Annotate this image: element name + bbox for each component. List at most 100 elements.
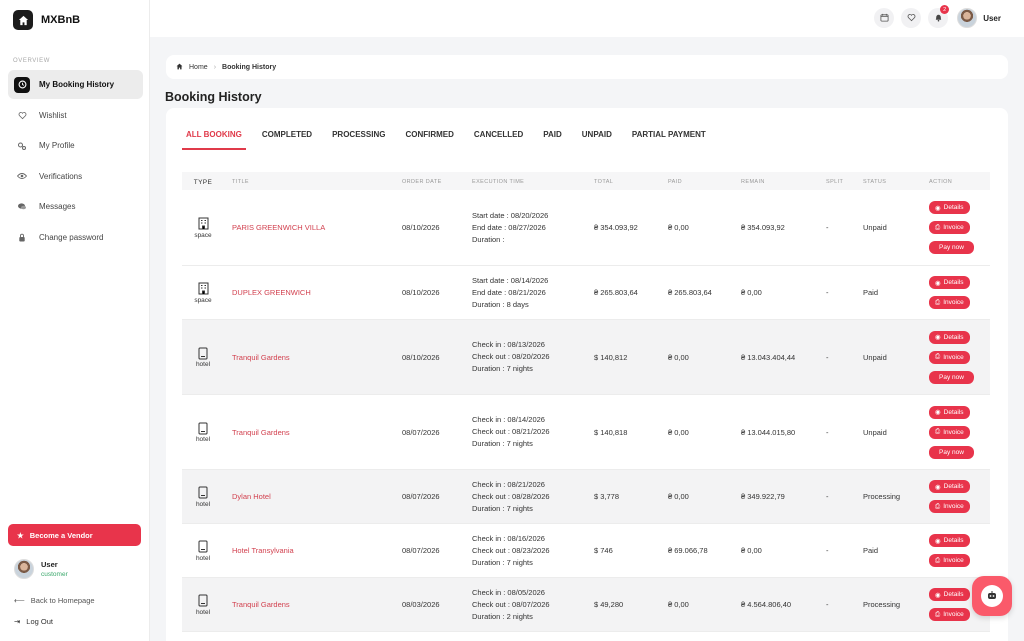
print-icon: ⎙ xyxy=(935,428,941,435)
remain-value: ₴ 4.564.806,40 xyxy=(741,600,792,609)
details-button[interactable]: ◉ Details xyxy=(929,534,970,547)
paid-value: ₴ 0,00 xyxy=(668,600,689,609)
tab-completed[interactable]: COMPLETED xyxy=(261,130,313,139)
action-cell: ◉ Details ⎙ Invoice xyxy=(929,276,990,309)
column-header: SPLIT xyxy=(826,179,844,185)
sidebar-item-wishlist[interactable]: Wishlist xyxy=(8,101,143,130)
pay-now-button[interactable]: Pay now xyxy=(929,445,974,459)
tab-cancelled[interactable]: CANCELLED xyxy=(473,130,524,139)
invoice-label: Invoice xyxy=(943,428,964,436)
invoice-button[interactable]: ⎙ Invoice xyxy=(929,500,970,513)
status-value: Unpaid xyxy=(863,352,887,362)
split-value: - xyxy=(826,427,829,437)
brand[interactable]: MXBnB xyxy=(13,10,80,30)
exec-line: Start date : 08/14/2026 xyxy=(472,275,549,285)
tab-processing[interactable]: PROCESSING xyxy=(332,130,386,139)
exec-line: Check out : 08/28/2026 xyxy=(472,491,550,501)
column-header: PAID xyxy=(668,179,683,185)
invoice-button[interactable]: ⎙ Invoice xyxy=(929,296,970,309)
invoice-button[interactable]: ⎙ Invoice xyxy=(929,221,970,234)
invoice-label: Invoice xyxy=(943,224,964,231)
details-button[interactable]: ◉ Details xyxy=(929,330,970,344)
paid-value: ₴ 0,00 xyxy=(668,223,689,232)
execution-time: Check in : 08/21/2026 Check out : 08/28/… xyxy=(472,479,594,515)
breadcrumb-home[interactable]: Home xyxy=(189,63,208,71)
remain-value: ₴ 13.044.015,80 xyxy=(741,427,796,437)
details-button[interactable]: ◉ Details xyxy=(929,588,970,601)
arrow-left-icon: ⟵ xyxy=(14,596,25,605)
table-row: hotel Hotel Transylvania 08/07/2026 Chec… xyxy=(182,524,990,578)
exec-line: Check in : 08/13/2026 xyxy=(472,340,545,349)
details-label: Details xyxy=(943,408,964,416)
logout-link[interactable]: ⇥ Log Out xyxy=(14,617,53,626)
sidebar-item-verifications[interactable]: Verifications xyxy=(8,162,143,191)
total-value: ₴ 354.093,92 xyxy=(594,223,638,232)
chat-bot-icon xyxy=(981,585,1003,607)
table-row: hotel Tranquil Gardens 08/03/2026 Check … xyxy=(182,578,990,632)
user-role: customer xyxy=(41,571,68,578)
order-date: 08/10/2026 xyxy=(402,352,440,362)
booking-title-link[interactable]: DUPLEX GREENWICH xyxy=(232,288,311,297)
top-user-name: User xyxy=(983,13,1001,23)
become-vendor-button[interactable]: ★ Become a Vendor xyxy=(8,524,141,546)
tab-confirmed[interactable]: CONFIRMED xyxy=(405,130,454,139)
pay-now-label: Pay now xyxy=(939,448,964,456)
back-link-label: Back to Homepage xyxy=(30,596,95,605)
wishlist-button[interactable] xyxy=(901,8,922,28)
booking-title-link[interactable]: Tranquil Gardens xyxy=(232,600,290,609)
order-date: 08/03/2026 xyxy=(402,600,440,609)
sidebar-item-change-password[interactable]: Change password xyxy=(8,223,143,252)
user-menu[interactable]: User xyxy=(957,8,1001,28)
details-button[interactable]: ◉ Details xyxy=(929,201,970,214)
eye-icon: ◉ xyxy=(935,537,941,545)
booking-title-link[interactable]: Tranquil Gardens xyxy=(232,427,290,437)
user-card[interactable]: User customer xyxy=(8,552,141,586)
tab-all-booking[interactable]: ALL BOOKING xyxy=(182,130,246,150)
sidebar-item-label: Messages xyxy=(39,202,76,211)
invoice-button[interactable]: ⎙ Invoice xyxy=(929,425,970,439)
chat-widget-button[interactable] xyxy=(972,576,1012,616)
exec-line: Duration : 7 nights xyxy=(472,364,533,373)
details-label: Details xyxy=(943,279,964,286)
gears-icon xyxy=(14,138,30,154)
invoice-button[interactable]: ⎙ Invoice xyxy=(929,608,970,621)
bell-icon xyxy=(934,13,943,24)
heart-icon xyxy=(14,107,30,123)
print-icon: ⎙ xyxy=(935,502,941,510)
booking-title-link[interactable]: Hotel Transylvania xyxy=(232,546,294,555)
pay-now-button[interactable]: Pay now xyxy=(929,370,974,384)
tab-partial-payment[interactable]: PARTIAL PAYMENT xyxy=(631,130,706,139)
exec-line: Duration : 7 nights xyxy=(472,503,533,513)
invoice-button[interactable]: ⎙ Invoice xyxy=(929,350,970,364)
sidebar-item-booking-history[interactable]: My Booking History xyxy=(8,70,143,99)
details-button[interactable]: ◉ Details xyxy=(929,405,970,419)
pay-now-button[interactable]: Pay now xyxy=(929,241,974,254)
user-name: User xyxy=(41,560,58,569)
tab-paid[interactable]: PAID xyxy=(543,130,562,139)
home-icon xyxy=(13,10,33,30)
execution-time: Start date : 08/20/2026 End date : 08/27… xyxy=(472,210,594,246)
notifications-button[interactable]: 2 xyxy=(928,5,950,28)
breadcrumb-current: Booking History xyxy=(222,63,277,71)
execution-time: Start date : 08/14/2026 End date : 08/21… xyxy=(472,275,594,311)
booking-title-link[interactable]: PARIS GREENWICH VILLA xyxy=(232,223,326,232)
calendar-button[interactable] xyxy=(874,8,895,28)
back-to-homepage-link[interactable]: ⟵ Back to Homepage xyxy=(14,596,95,605)
sidebar-item-messages[interactable]: Messages xyxy=(8,192,143,221)
sidebar-item-label: Change password xyxy=(39,232,104,242)
invoice-button[interactable]: ⎙ Invoice xyxy=(929,554,970,567)
split-value: - xyxy=(826,352,829,362)
details-button[interactable]: ◉ Details xyxy=(929,480,970,493)
tab-unpaid[interactable]: UNPAID xyxy=(581,130,612,139)
topbar: 2 User xyxy=(150,0,1024,37)
building-icon xyxy=(196,217,210,231)
type-cell: space xyxy=(182,217,224,239)
details-button[interactable]: ◉ Details xyxy=(929,276,970,289)
pay-now-label: Pay now xyxy=(939,373,964,381)
split-value: - xyxy=(826,600,829,609)
booking-title-link[interactable]: Tranquil Gardens xyxy=(232,352,290,362)
exec-line: Check out : 08/20/2026 xyxy=(472,352,550,361)
sidebar-item-profile[interactable]: My Profile xyxy=(8,131,143,160)
table-header: TYPE TITLE ORDER DATE EXECUTION TIME TOT… xyxy=(182,172,990,190)
booking-title-link[interactable]: Dylan Hotel xyxy=(232,492,271,501)
